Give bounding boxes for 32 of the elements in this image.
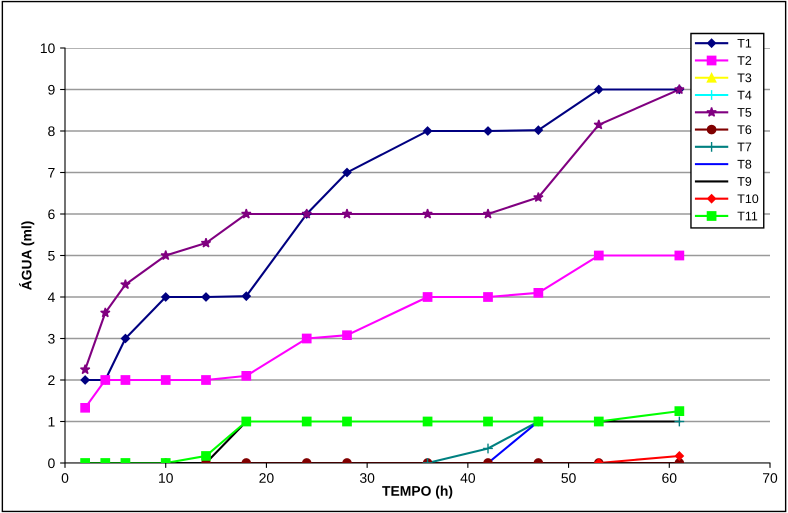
y-tick-label: 9 xyxy=(48,84,55,95)
legend-label: T9 xyxy=(737,177,752,186)
x-tick-label: 50 xyxy=(561,473,576,483)
legend-label: T4 xyxy=(737,90,752,100)
legend-label: T7 xyxy=(737,142,752,152)
y-tick-label: 2 xyxy=(48,375,55,386)
legend-label: T1 xyxy=(737,38,752,48)
y-tick-label: 1 xyxy=(48,416,55,427)
y-tick-label: 4 xyxy=(48,292,55,302)
x-tick-label: 10 xyxy=(159,473,173,483)
x-tick-label: 70 xyxy=(762,473,778,483)
y-tick-label: 3 xyxy=(48,334,55,344)
y-tick-label: 0 xyxy=(48,458,55,468)
y-tick-label: 6 xyxy=(48,209,55,220)
legend-label: T6 xyxy=(737,125,752,134)
y-tick-label: 8 xyxy=(48,126,55,136)
legend-label: T5 xyxy=(737,108,752,117)
y-tick-label: 5 xyxy=(48,250,55,261)
y-tick-label: 7 xyxy=(48,168,55,178)
x-tick-label: 20 xyxy=(259,473,274,483)
x-tick-label: 0 xyxy=(62,473,68,483)
y-tick-label: 10 xyxy=(40,43,55,54)
legend-label: T8 xyxy=(737,160,752,169)
x-axis-title: TEMPO (h) xyxy=(382,486,452,499)
legend-label: T3 xyxy=(737,73,752,82)
x-tick-label: 30 xyxy=(360,473,374,483)
x-tick-label: 40 xyxy=(460,473,476,483)
legend-label: T11 xyxy=(737,212,758,220)
x-tick-label: 60 xyxy=(662,473,676,483)
legend-label: T10 xyxy=(737,194,758,204)
y-axis-title: ÁGUA (ml) xyxy=(19,221,34,290)
legend-label: T2 xyxy=(737,56,752,65)
